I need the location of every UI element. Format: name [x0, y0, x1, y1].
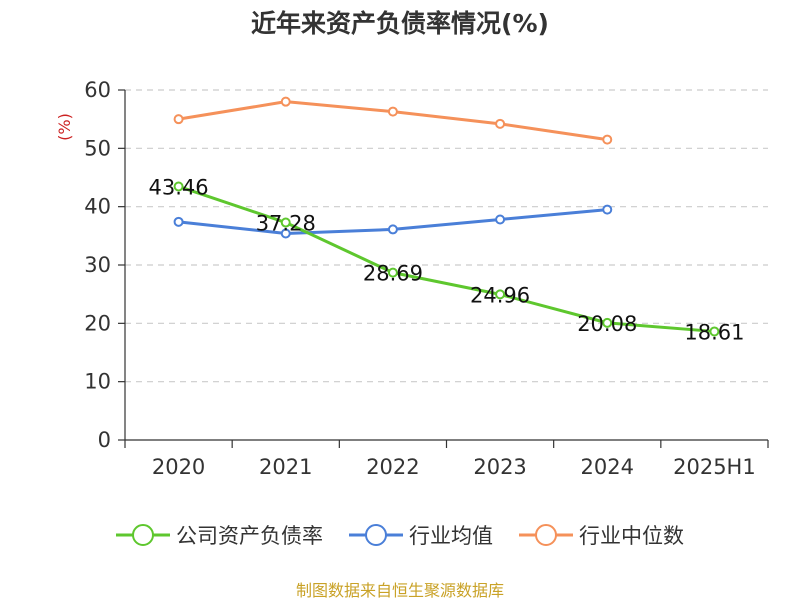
y-axis-label: (%) — [55, 113, 74, 141]
x-tick-label: 2024 — [581, 455, 634, 479]
data-point — [602, 317, 613, 328]
x-tick-label: 2025H1 — [673, 455, 756, 479]
data-point — [602, 134, 613, 145]
legend-line-marker — [519, 524, 573, 546]
y-tick-label: 10 — [84, 370, 111, 394]
series — [173, 96, 720, 337]
legend-line-marker — [116, 524, 170, 546]
legend-line-marker — [349, 524, 403, 546]
legend-item[interactable]: 行业均值 — [349, 520, 493, 550]
data-label: 37.28 — [256, 212, 316, 236]
data-label: 28.69 — [363, 262, 423, 286]
data-point — [280, 228, 291, 239]
source-note: 制图数据来自恒生聚源数据库 — [295, 581, 504, 600]
data-point — [495, 289, 506, 300]
y-tick-label: 50 — [84, 136, 111, 160]
legend-label: 公司资产负债率 — [176, 524, 323, 548]
data-point — [387, 224, 398, 235]
data-label: 24.96 — [470, 283, 530, 307]
x-tick-label: 2023 — [473, 455, 526, 479]
x-tick-label: 2021 — [259, 455, 312, 479]
data-point — [709, 326, 720, 337]
legend-label: 行业均值 — [409, 524, 493, 548]
data-point — [173, 114, 184, 125]
data-point — [280, 96, 291, 107]
data-point — [280, 217, 291, 228]
legend-label: 行业中位数 — [579, 524, 684, 548]
x-tick-label: 2020 — [152, 455, 205, 479]
data-point — [173, 181, 184, 192]
y-tick-label: 60 — [84, 78, 111, 102]
x-tick-label: 2022 — [366, 455, 419, 479]
y-tick-label: 30 — [84, 253, 111, 277]
data-point — [602, 204, 613, 215]
legend-item[interactable]: 行业中位数 — [519, 520, 684, 550]
data-labels: 43.46 37.28 28.69 24.96 20.08 18.61 — [149, 175, 745, 344]
chart-title: 近年来资产负债率情况(%) — [251, 9, 549, 38]
data-point — [387, 106, 398, 117]
axes: 0 10 20 30 40 50 60 2020 2021 2022 2023 2024 2025H1 — [84, 78, 769, 479]
data-label: 43.46 — [149, 175, 209, 199]
data-point — [495, 118, 506, 129]
data-label: 18.61 — [684, 320, 744, 344]
legend: 公司资产负债率 行业均值 行业中位数 — [0, 520, 800, 550]
legend-item[interactable]: 公司资产负债率 — [116, 520, 323, 550]
y-tick-label: 0 — [98, 428, 111, 452]
y-tick-label: 40 — [84, 195, 111, 219]
y-tick-label: 20 — [84, 311, 111, 335]
data-label: 20.08 — [577, 312, 637, 336]
data-point — [387, 267, 398, 278]
series-line — [178, 185, 715, 333]
data-point — [495, 214, 506, 225]
data-point — [173, 216, 184, 227]
grid-lines — [125, 89, 768, 383]
